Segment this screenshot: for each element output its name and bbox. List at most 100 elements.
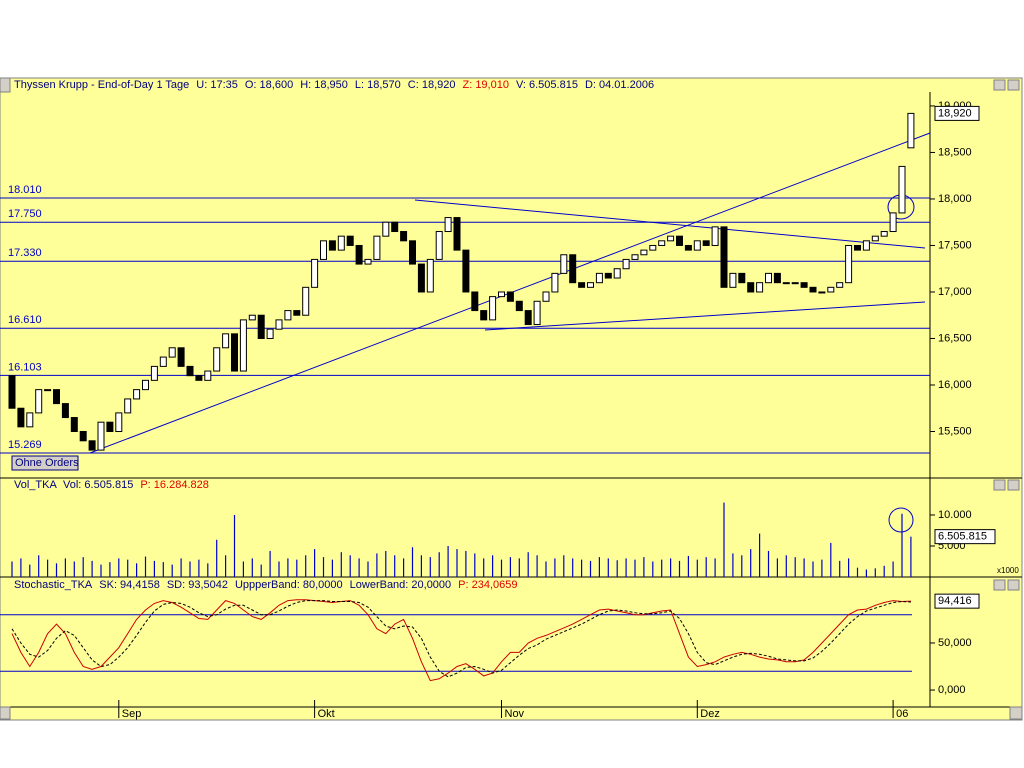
candle [239,319,247,372]
header-item: Thyssen Krupp - End-of-Day 1 Tage [14,79,189,91]
window-button[interactable] [1007,79,1020,91]
header-item: U: 17:35 [196,79,238,91]
chart-window [0,77,1023,721]
trend-line [484,301,926,331]
candle [53,389,60,405]
y-tick-label: 17,000 [938,286,972,298]
header-item: SK: 94,4158 [99,579,160,591]
candle [898,165,906,214]
candle [302,286,310,316]
stochastic-line [11,599,911,682]
candle [79,430,87,442]
level-label: 15.269 [8,439,42,451]
y-tick-label: 17,500 [938,239,972,251]
candle [320,240,327,260]
candle [373,235,381,260]
candle [480,310,488,321]
level-label: 16.610 [8,314,42,326]
candle [640,249,648,256]
candle [106,421,114,432]
y-tick-label: 18,500 [938,146,972,158]
candle [284,310,292,321]
header-item: O: 18,600 [245,79,293,91]
candle [560,254,568,274]
candle [711,226,719,246]
candle [311,258,319,288]
candle [756,282,764,293]
candle [17,407,25,428]
candle [506,291,514,302]
candle [836,282,844,288]
window-button[interactable] [993,579,1006,591]
candle [462,249,470,293]
candle [115,412,123,432]
y-tick-label: 10.000 [938,509,972,521]
candle [631,254,639,260]
candle [142,379,149,391]
level-label: 18.010 [8,184,42,196]
candle [729,272,737,288]
scroll-left[interactable] [0,706,11,720]
candle [551,272,559,293]
trend-line [414,199,926,249]
candle [168,347,176,358]
candle [150,365,158,381]
candle [738,272,746,284]
window-button[interactable] [993,79,1006,91]
candle [453,217,461,251]
window-button[interactable] [993,479,1006,491]
x-tick-label: Nov [505,708,525,720]
y-tick-label: 16,000 [938,379,972,391]
candle [417,263,425,293]
x-tick-label: 06 [896,708,908,720]
candle [204,370,212,381]
candle [871,235,879,242]
button[interactable] [11,455,79,471]
unit-label: x1000 [997,566,1019,575]
candle [61,403,69,419]
last-value-box [934,593,980,609]
candle [604,272,612,279]
panel-menu[interactable] [0,77,11,93]
candle [818,291,826,294]
header-item: UppperBand: 80,0000 [235,579,343,591]
candle [880,231,888,237]
candle [578,282,586,288]
candle [35,389,43,414]
candle [569,254,577,284]
y-tick-label: 15,500 [938,425,972,437]
candle [355,244,363,265]
x-tick-label: Dez [700,708,720,720]
highlight-circle [888,507,914,533]
panel-header: Thyssen Krupp - End-of-Day 1 Tage U: 17:3… [14,79,654,91]
candle [231,333,238,372]
candle [854,244,861,251]
y-tick-label: 0,000 [938,684,966,696]
candle [364,258,372,265]
y-tick-label: 16,500 [938,332,972,344]
candle [186,365,194,377]
level-label: 17.750 [8,208,42,220]
header-item: P: 16.284.828 [140,479,209,491]
candle [444,217,452,233]
candle [800,282,808,288]
header-item: Vol: 6.505.815 [63,479,133,491]
panel-header: Stochastic_TKA SK: 94,4158 SD: 93,5042 Uppp… [14,579,518,591]
x-tick-label: Okt [318,708,335,720]
candle [649,244,657,251]
candle [676,235,683,246]
header-item: H: 18,950 [300,79,348,91]
header-item: L: 18,570 [355,79,401,91]
header-item: Vol_TKA [14,479,57,491]
candle [426,258,434,293]
window-button[interactable] [1007,479,1020,491]
candle [489,296,497,321]
candle [720,226,728,288]
scroll-right[interactable] [1009,706,1023,720]
button-label: Ohne Orders [15,457,79,469]
level-label: 17.330 [8,247,42,259]
candle [809,286,817,293]
candle [213,347,221,372]
level-label: 16.103 [8,361,42,373]
window-button[interactable] [1007,579,1020,591]
